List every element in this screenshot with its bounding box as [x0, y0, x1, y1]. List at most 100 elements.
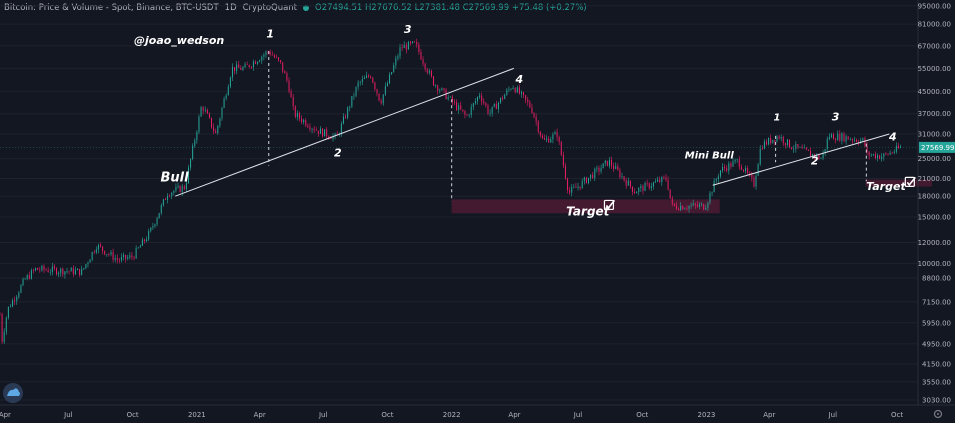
- price-tick-label: 12000.00: [918, 239, 951, 247]
- time-axis: Apr Jul Oct 2021 Apr Jul Oct 2022 Apr Jul Oct 2023 A…: [0, 411, 903, 419]
- candle: [696, 201, 698, 208]
- candle: [443, 87, 445, 93]
- candle: [613, 162, 615, 172]
- candle: [544, 134, 546, 141]
- candle: [862, 137, 864, 142]
- chart-interval[interactable]: 1D: [224, 3, 237, 13]
- candle: [525, 95, 527, 104]
- candle: [418, 42, 420, 55]
- candle: [215, 128, 217, 134]
- time-tick-label: Apr: [254, 411, 266, 419]
- candle: [1, 312, 3, 344]
- wave-annotation: 2: [811, 155, 819, 168]
- candle: [801, 144, 803, 149]
- candle: [127, 254, 129, 261]
- candle: [883, 152, 885, 161]
- price-tick-label: 18000.00: [918, 193, 951, 201]
- candle: [451, 95, 453, 106]
- candle: [611, 156, 613, 169]
- trendline[interactable]: [712, 133, 890, 186]
- candle: [701, 202, 703, 207]
- candle: [606, 160, 608, 167]
- candle: [137, 246, 139, 249]
- candle: [244, 61, 246, 68]
- candle: [881, 153, 883, 162]
- candle: [619, 167, 621, 180]
- candle: [807, 149, 809, 152]
- candle: [707, 201, 709, 212]
- checkmark-icon: [904, 176, 916, 188]
- candle: [97, 243, 99, 254]
- candle: [382, 94, 384, 106]
- candle: [93, 250, 95, 255]
- candle: [428, 68, 430, 75]
- candle: [682, 205, 684, 210]
- candle: [724, 164, 726, 172]
- price-tick-label: 15000.00: [918, 214, 951, 222]
- candle: [110, 250, 112, 257]
- candle: [891, 151, 893, 155]
- cryptoquant-logo-icon[interactable]: [3, 383, 23, 403]
- candle: [533, 112, 535, 119]
- candle: [738, 156, 740, 170]
- candle: [275, 54, 277, 59]
- candle: [221, 106, 223, 121]
- candle: [351, 96, 353, 109]
- candle: [14, 296, 16, 305]
- candle: [608, 157, 610, 169]
- candle: [797, 143, 799, 150]
- trendline[interactable]: [175, 67, 514, 197]
- candle: [324, 129, 326, 137]
- candle: [106, 253, 108, 257]
- candle: [594, 167, 596, 182]
- candle: [495, 100, 497, 110]
- candle: [889, 150, 891, 156]
- wave-annotation: Bull: [160, 170, 189, 185]
- price-tick-label: 5950.00: [922, 319, 951, 327]
- candle: [703, 203, 705, 211]
- candle: [556, 128, 558, 141]
- candle: [692, 199, 694, 207]
- candle: [328, 135, 330, 140]
- candle: [520, 90, 522, 98]
- candle: [204, 106, 206, 113]
- candle: [663, 175, 665, 180]
- price-axis: 95000.00 81000.00 67000.00 55000.00 45000.00…: [918, 2, 955, 404]
- candle: [81, 265, 83, 276]
- time-tick-label: Oct: [636, 411, 648, 419]
- candle: [642, 184, 644, 195]
- candle: [296, 110, 298, 121]
- candle: [290, 88, 292, 98]
- candle: [33, 268, 35, 274]
- time-tick-label: 2023: [698, 411, 716, 419]
- candle: [384, 82, 386, 97]
- candle: [489, 109, 491, 117]
- price-tick-label: 10000.00: [918, 260, 951, 268]
- candle: [376, 88, 378, 97]
- candle: [837, 130, 839, 141]
- candle: [874, 151, 876, 160]
- candle: [441, 87, 443, 91]
- candle: [757, 162, 759, 176]
- candle: [317, 130, 319, 137]
- candle: [64, 270, 66, 279]
- candle: [439, 88, 441, 94]
- candle: [66, 267, 68, 274]
- candle: [717, 173, 719, 184]
- candle: [85, 264, 87, 270]
- settings-gear-icon[interactable]: [933, 409, 943, 419]
- wave-annotation: 1: [266, 28, 274, 41]
- candle: [631, 186, 633, 196]
- candle: [102, 246, 104, 255]
- candle: [18, 290, 20, 299]
- candle: [58, 271, 60, 278]
- candle: [349, 105, 351, 112]
- candle: [636, 191, 638, 194]
- candle: [309, 123, 311, 132]
- candle: [644, 181, 646, 192]
- candle: [26, 273, 28, 281]
- candle: [564, 162, 566, 180]
- candle: [634, 188, 636, 194]
- wave-annotation: Mini Bull: [685, 151, 735, 162]
